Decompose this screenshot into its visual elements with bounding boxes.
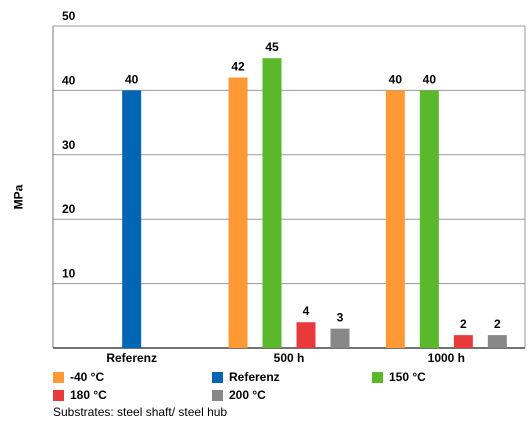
data-label-500-h-3: 4 bbox=[303, 304, 310, 318]
legend-item-180: 180 °C bbox=[53, 387, 107, 403]
bar-chart: 10 20 30 40 50 40 Referenz 42 45 4 3 500 h 40 40 2 2 100… bbox=[52, 9, 526, 365]
legend: -40 °C Referenz 150 °C 180 °C 200 °C bbox=[0, 369, 531, 409]
y-tick-label-50: 50 bbox=[62, 9, 76, 23]
data-label-1000-h-2: 40 bbox=[423, 72, 437, 86]
data-label-500-h-2: 45 bbox=[265, 40, 279, 54]
data-label-1000-h-0: 40 bbox=[389, 72, 403, 86]
legend-label-minus40: -40 °C bbox=[70, 370, 105, 384]
data-label-500-h-4: 3 bbox=[337, 311, 344, 325]
legend-label-150: 150 °C bbox=[389, 370, 426, 384]
x-tick-label-2: 1000 h bbox=[428, 351, 465, 365]
data-label-referenz-1: 40 bbox=[125, 72, 139, 86]
bar-500-h-3 bbox=[296, 322, 316, 348]
legend-swatch-referenz bbox=[212, 371, 223, 383]
legend-label-200: 200 °C bbox=[229, 388, 266, 402]
data-label-1000-h-3: 2 bbox=[460, 317, 467, 331]
bar-500-h-4 bbox=[330, 328, 350, 348]
y-axis-label: MPa bbox=[11, 184, 26, 210]
bar-1000-h-3 bbox=[453, 335, 473, 348]
bar-1000-h-2 bbox=[419, 90, 439, 349]
legend-item-200: 200 °C bbox=[212, 387, 266, 403]
legend-item-minus40: -40 °C bbox=[53, 369, 104, 385]
legend-swatch-180 bbox=[53, 389, 64, 401]
legend-item-150: 150 °C bbox=[372, 369, 426, 385]
y-tick-label-40: 40 bbox=[62, 73, 76, 87]
y-tick-label-30: 30 bbox=[62, 138, 76, 152]
legend-swatch-minus40 bbox=[53, 371, 64, 383]
y-tick-label-10: 10 bbox=[62, 267, 76, 281]
x-tick-label-1: 500 h bbox=[274, 351, 305, 365]
bar-1000-h-4 bbox=[487, 335, 507, 348]
x-tick-label-0: Referenz bbox=[106, 351, 157, 365]
data-label-1000-h-4: 2 bbox=[494, 317, 501, 331]
bar-referenz-1 bbox=[122, 90, 142, 349]
legend-swatch-200 bbox=[212, 389, 223, 401]
data-label-500-h-0: 42 bbox=[231, 60, 245, 74]
y-tick-label-20: 20 bbox=[62, 202, 76, 216]
bar-1000-h-0 bbox=[385, 90, 405, 349]
legend-swatch-150 bbox=[372, 371, 383, 383]
bar-500-h-0 bbox=[228, 77, 248, 349]
legend-item-referenz: Referenz bbox=[212, 369, 280, 385]
bar-500-h-2 bbox=[262, 58, 282, 348]
legend-label-referenz: Referenz bbox=[229, 370, 280, 384]
legend-label-180: 180 °C bbox=[70, 388, 107, 402]
substrates-caption: Substrates: steel shaft/ steel hub bbox=[53, 405, 228, 419]
y-axis-label-container: MPa bbox=[11, 182, 32, 212]
